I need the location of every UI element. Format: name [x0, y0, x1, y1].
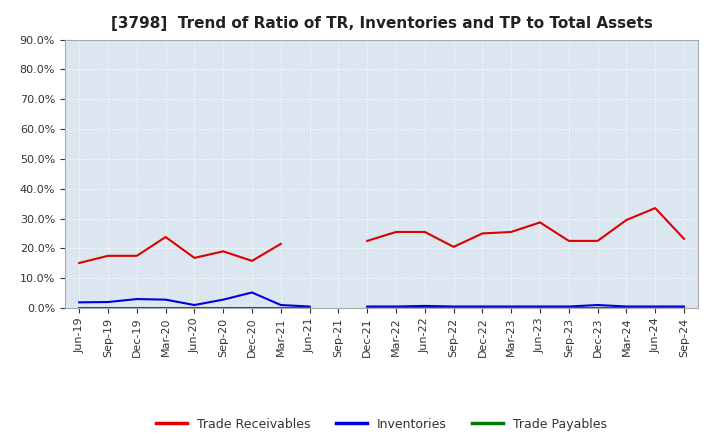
Trade Receivables — [536, 220, 544, 225]
Trade Payables — [75, 305, 84, 310]
Inventories — [132, 297, 141, 302]
Trade Payables — [420, 305, 429, 310]
Trade Payables — [363, 305, 372, 310]
Trade Payables — [276, 305, 285, 310]
Title: [3798]  Trend of Ratio of TR, Inventories and TP to Total Assets: [3798] Trend of Ratio of TR, Inventories… — [111, 16, 652, 32]
Inventories — [104, 299, 112, 304]
Trade Payables — [593, 305, 602, 310]
Trade Payables — [104, 305, 112, 310]
Trade Receivables — [276, 241, 285, 246]
Inventories — [420, 303, 429, 308]
Inventories — [507, 304, 516, 309]
Inventories — [219, 297, 228, 302]
Trade Payables — [564, 305, 573, 310]
Inventories — [622, 304, 631, 309]
Trade Receivables — [420, 229, 429, 235]
Trade Payables — [161, 305, 170, 310]
Trade Payables — [392, 305, 400, 310]
Trade Payables — [449, 305, 458, 310]
Trade Payables — [190, 305, 199, 310]
Trade Payables — [478, 305, 487, 310]
Line: Inventories: Inventories — [79, 293, 684, 307]
Trade Payables — [248, 305, 256, 310]
Trade Receivables — [680, 236, 688, 242]
Trade Receivables — [132, 253, 141, 258]
Inventories — [478, 304, 487, 309]
Trade Payables — [680, 305, 688, 310]
Inventories — [305, 304, 314, 309]
Inventories — [363, 304, 372, 309]
Inventories — [680, 304, 688, 309]
Trade Receivables — [363, 238, 372, 244]
Trade Payables — [132, 305, 141, 310]
Inventories — [449, 304, 458, 309]
Inventories — [248, 290, 256, 295]
Trade Receivables — [75, 260, 84, 266]
Trade Receivables — [190, 255, 199, 260]
Trade Payables — [651, 305, 660, 310]
Inventories — [161, 297, 170, 302]
Trade Receivables — [248, 258, 256, 264]
Trade Receivables — [593, 238, 602, 244]
Trade Receivables — [651, 205, 660, 211]
Trade Receivables — [449, 244, 458, 249]
Inventories — [651, 304, 660, 309]
Legend: Trade Receivables, Inventories, Trade Payables: Trade Receivables, Inventories, Trade Pa… — [151, 413, 612, 436]
Trade Receivables — [104, 253, 112, 258]
Inventories — [564, 304, 573, 309]
Line: Trade Receivables: Trade Receivables — [79, 208, 684, 263]
Trade Payables — [507, 305, 516, 310]
Trade Receivables — [219, 249, 228, 254]
Inventories — [190, 302, 199, 308]
Trade Receivables — [478, 231, 487, 236]
Inventories — [276, 302, 285, 308]
Inventories — [392, 304, 400, 309]
Trade Receivables — [564, 238, 573, 244]
Inventories — [536, 304, 544, 309]
Trade Payables — [219, 305, 228, 310]
Trade Receivables — [392, 229, 400, 235]
Trade Receivables — [507, 229, 516, 235]
Trade Payables — [622, 305, 631, 310]
Inventories — [593, 302, 602, 308]
Trade Receivables — [161, 235, 170, 240]
Trade Receivables — [622, 217, 631, 223]
Trade Payables — [305, 305, 314, 310]
Trade Payables — [536, 305, 544, 310]
Inventories — [75, 300, 84, 305]
